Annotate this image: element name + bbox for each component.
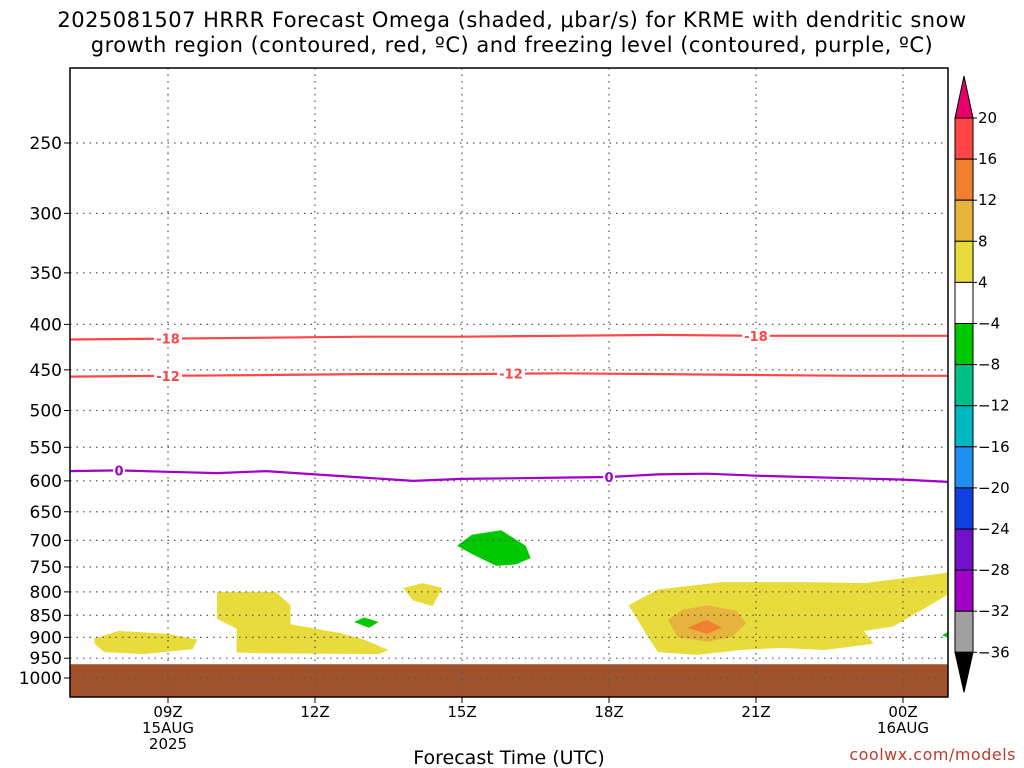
contour-label-bg — [154, 368, 182, 383]
y-tick-label: 550 — [30, 438, 62, 458]
colorbar-segment — [954, 158, 974, 201]
colorbar-label: −36 — [978, 643, 1010, 661]
y-tick-label: 300 — [30, 204, 62, 224]
y-tick-label: 950 — [30, 649, 62, 669]
colorbar-label: −32 — [978, 602, 1010, 620]
x-tick-label: 16AUG — [877, 719, 929, 737]
y-tick-label: 400 — [30, 315, 62, 335]
contour-label-bg — [154, 331, 182, 346]
contour-label: -18 — [156, 333, 180, 348]
y-tick-label: 450 — [30, 361, 62, 381]
colorbar-segment — [954, 528, 974, 571]
colorbar-top-arrow — [954, 75, 974, 119]
x-axis-label: Forecast Time (UTC) — [413, 747, 604, 768]
contour-label-bg — [113, 463, 125, 478]
y-tick-label: 250 — [30, 134, 62, 154]
colorbar-label: −16 — [978, 438, 1010, 456]
plot-frame — [69, 67, 949, 698]
site-credit[interactable]: coolwx.com/models — [849, 745, 1016, 764]
omega-region-7 — [354, 617, 379, 628]
x-tick-label: 15AUG — [142, 719, 194, 737]
colorbar-segment — [954, 569, 974, 612]
contour-label: 0 — [114, 464, 123, 479]
colorbar-label: −20 — [978, 479, 1010, 497]
x-tick-label: 15Z — [447, 703, 476, 721]
colorbar-label: −24 — [978, 520, 1010, 538]
colorbar-label: −28 — [978, 561, 1010, 579]
omega-region-1 — [217, 591, 389, 655]
surface-band — [70, 664, 948, 697]
colorbar-segment — [954, 364, 974, 407]
colorbar-label: 8 — [978, 232, 988, 250]
chart-title-line1: 2025081507 HRRR Forecast Omega (shaded, … — [57, 8, 967, 32]
y-tick-label: 500 — [30, 402, 62, 422]
omega-region-5 — [687, 619, 722, 634]
colorbar-label: −8 — [978, 356, 1000, 374]
colorbar-segment — [954, 117, 974, 160]
contour-label: -12 — [156, 370, 180, 385]
contour-label-bg — [497, 366, 525, 381]
contour-label-bg — [603, 469, 615, 484]
x-tick-label: 09Z — [153, 703, 182, 721]
colorbar-segment — [954, 281, 974, 324]
y-tick-label: 900 — [30, 628, 62, 648]
colorbar-label: −12 — [978, 397, 1010, 415]
colorbar-bottom-arrow — [954, 651, 974, 693]
x-tick-label: 18Z — [594, 703, 623, 721]
x-tick-label: 21Z — [741, 703, 770, 721]
colorbar-label: 12 — [978, 191, 997, 209]
colorbar: 20 16 12 8 4 −4 −8 −12 −16 −20 −24 −28 −32 −36 — [954, 75, 1010, 693]
omega-region-2 — [403, 583, 443, 607]
contour-label-bg — [742, 328, 770, 343]
x-tick-label: 12Z — [300, 703, 329, 721]
y-tick-label: 800 — [30, 583, 62, 603]
colorbar-label: −4 — [978, 315, 1000, 333]
colorbar-segment — [954, 610, 974, 653]
colorbar-segment — [954, 240, 974, 283]
omega-region-6 — [457, 530, 531, 566]
y-tick-label: 600 — [30, 472, 62, 492]
colorbar-segment — [954, 323, 974, 366]
grid-layer — [70, 68, 948, 697]
omega-shading-layer — [70, 530, 948, 697]
y-tick-label: 650 — [30, 503, 62, 523]
contour-label: 0 — [604, 471, 613, 486]
colorbar-segment — [954, 446, 974, 489]
omega-region-0 — [94, 630, 198, 655]
contour-line-0 — [70, 333, 948, 341]
colorbar-label: 16 — [978, 150, 997, 168]
omega-region-8 — [942, 631, 948, 638]
contour-label: -12 — [499, 368, 523, 383]
x-tick-label: 00Z — [888, 703, 917, 721]
contour-layer: -18 -18 -12 -12 0 0 — [70, 328, 948, 486]
colorbar-segment — [954, 487, 974, 530]
y-axis: 2503003504004505005506006507007508008509… — [19, 134, 70, 689]
contour-line-2 — [70, 469, 948, 483]
colorbar-segment — [954, 199, 974, 242]
colorbar-segment — [954, 405, 974, 448]
colorbar-label: 20 — [978, 109, 997, 127]
x-tick-label: 2025 — [149, 735, 187, 753]
y-tick-label: 750 — [30, 558, 62, 578]
y-tick-label: 350 — [30, 264, 62, 284]
y-tick-label: 1000 — [19, 669, 62, 689]
y-tick-label: 850 — [30, 606, 62, 626]
contour-label: -18 — [744, 330, 768, 345]
chart-title-line2: growth region (contoured, red, ºC) and f… — [90, 33, 934, 57]
y-tick-label: 700 — [30, 531, 62, 551]
colorbar-label: 4 — [978, 273, 988, 291]
chart-title: 2025081507 HRRR Forecast Omega (shaded, … — [0, 8, 1024, 58]
